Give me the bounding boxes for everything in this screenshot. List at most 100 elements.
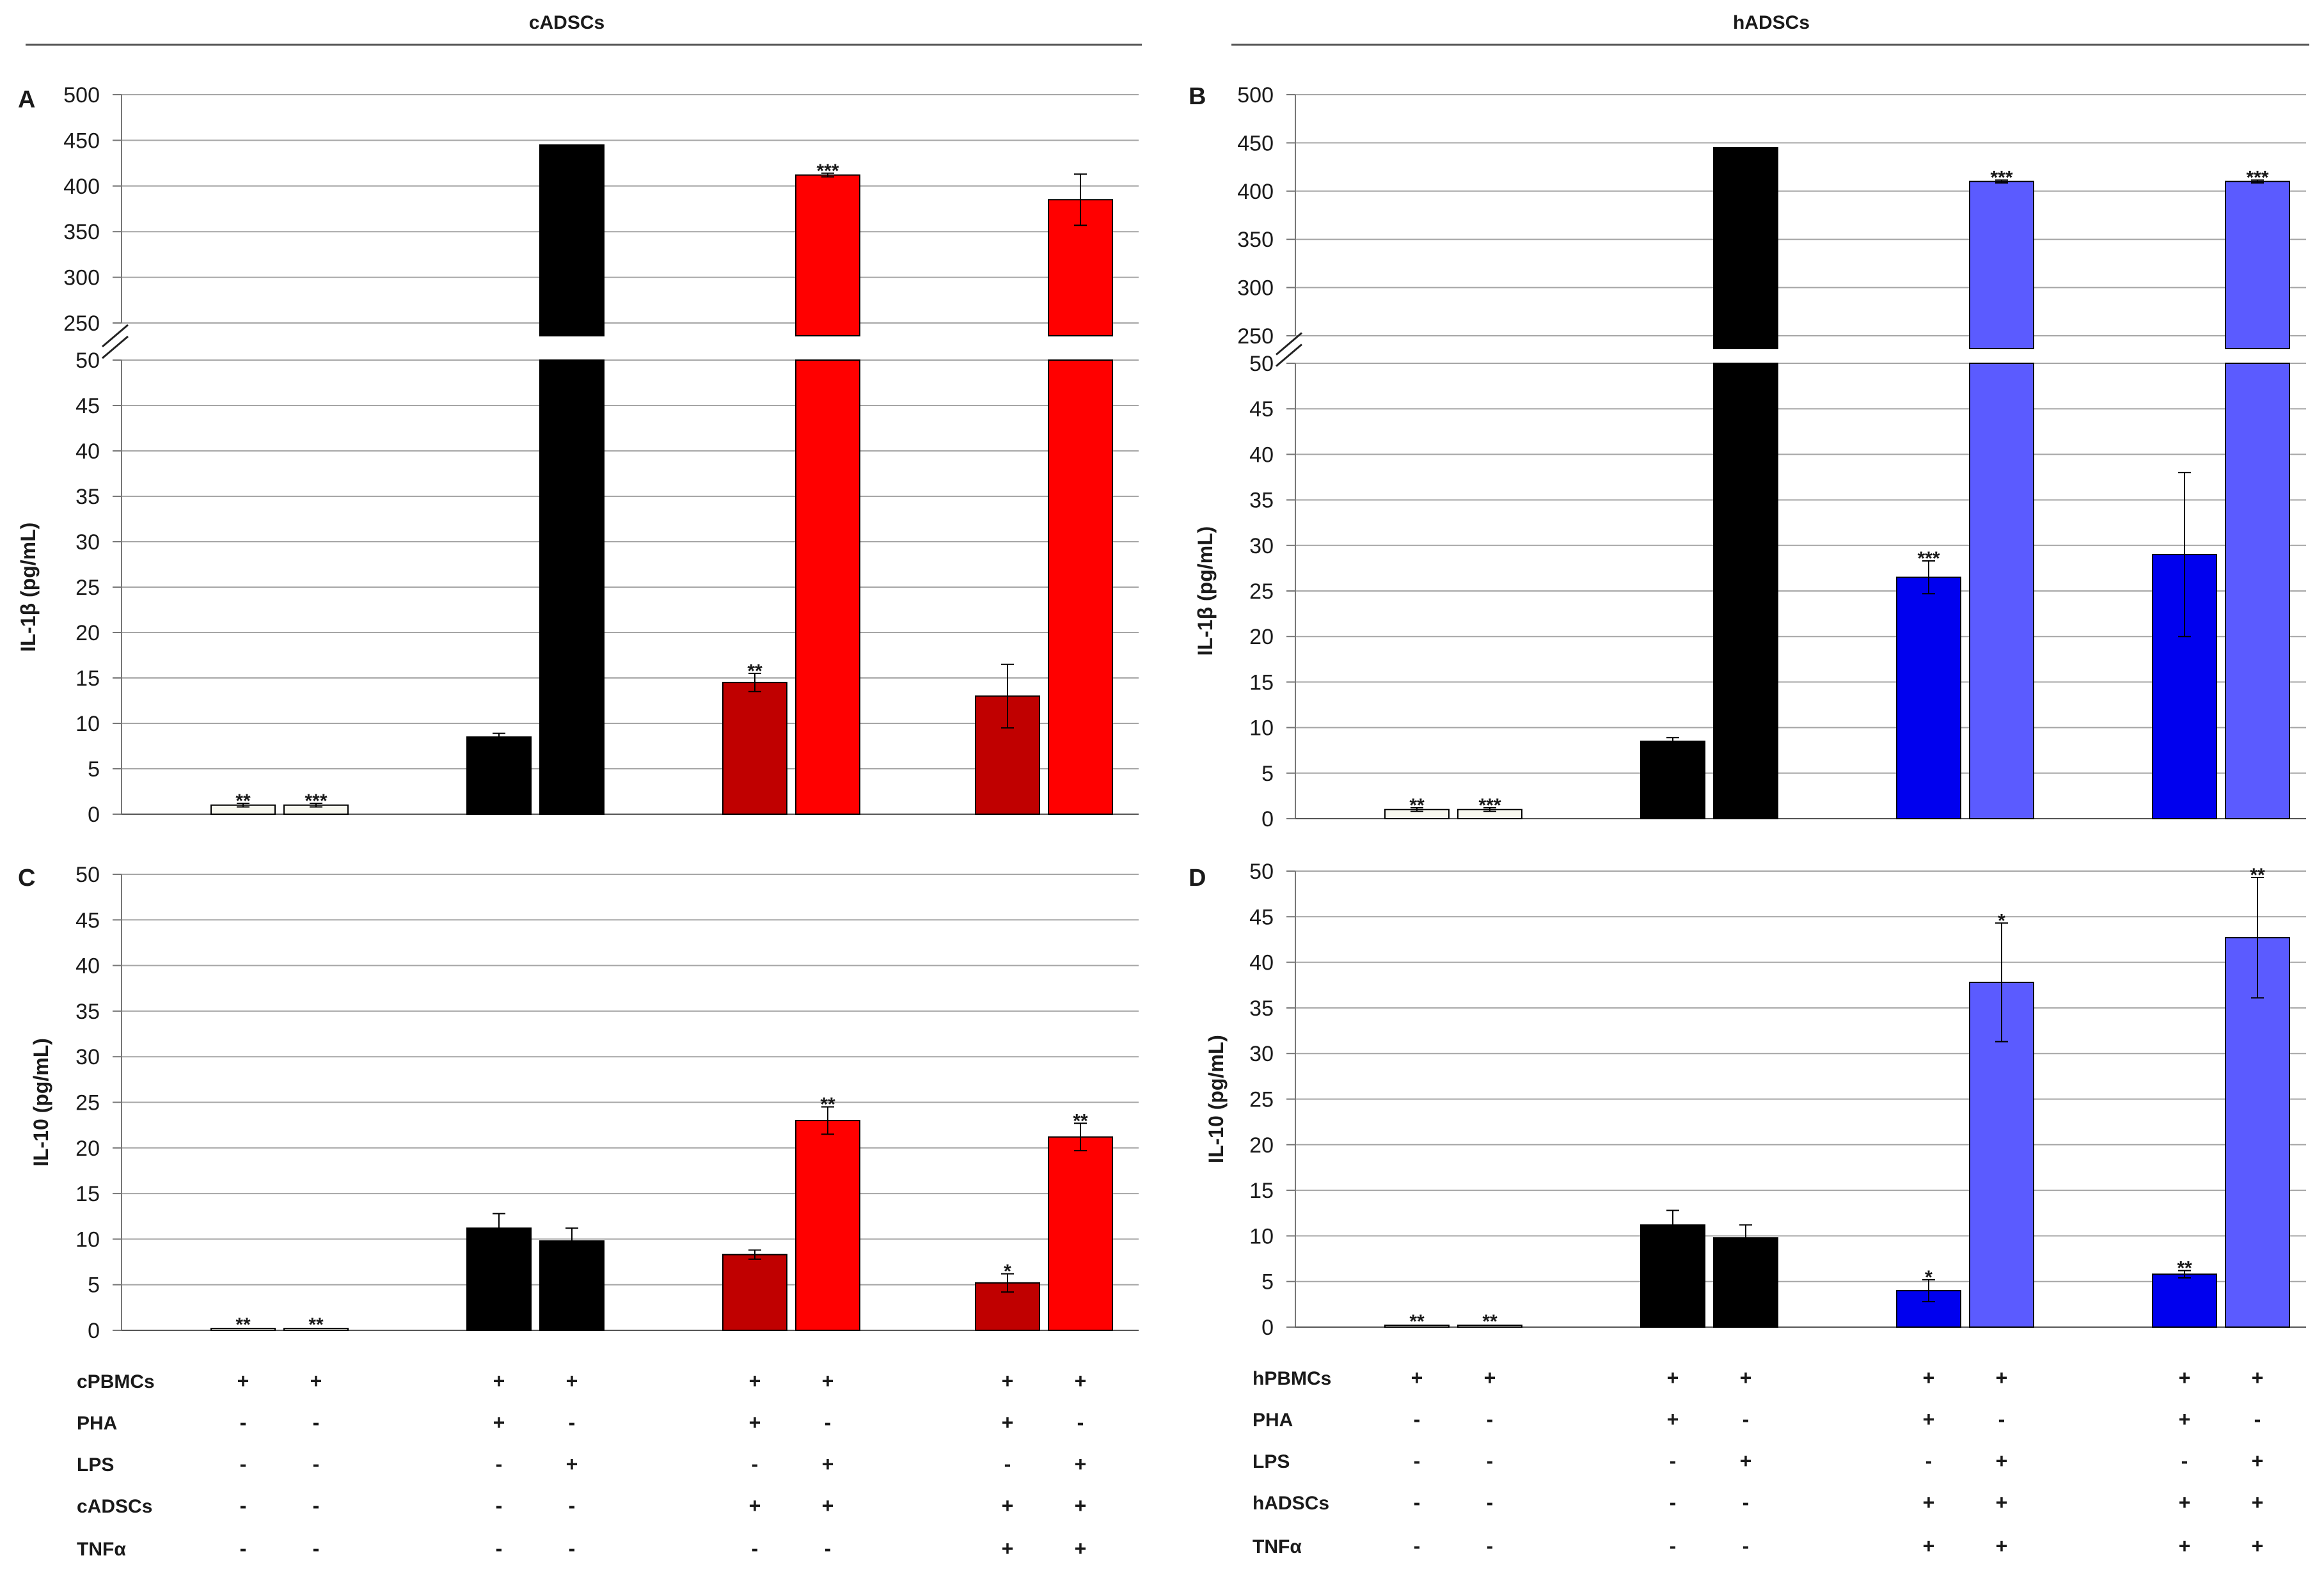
condition-cell: + — [1996, 1491, 2008, 1514]
y-axis-label: IL-1β (pg/mL) — [1194, 526, 1217, 656]
condition-cell: + — [1075, 1369, 1087, 1392]
condition-cell: - — [240, 1452, 247, 1476]
axis-break-mark — [102, 324, 129, 348]
condition-cell: + — [1484, 1366, 1496, 1389]
condition-cell: + — [1923, 1408, 1935, 1431]
condition-cell: + — [749, 1411, 761, 1434]
y-tick-label: 250 — [63, 311, 100, 336]
condition-cell: - — [1487, 1449, 1494, 1472]
y-tick-label: 400 — [1237, 180, 1274, 204]
y-tick-label: 15 — [1249, 1179, 1274, 1203]
y-tick-label: 20 — [1249, 625, 1274, 649]
condition-cell: + — [1923, 1366, 1935, 1389]
condition-cell: + — [1996, 1534, 2008, 1557]
condition-cell: + — [1002, 1494, 1014, 1517]
bar — [466, 736, 532, 815]
condition-cell: + — [749, 1494, 761, 1517]
condition-cell: + — [566, 1452, 578, 1476]
y-tick-label: 5 — [88, 1273, 100, 1298]
y-tick-label: 45 — [1249, 397, 1274, 421]
y-tick-label: 45 — [1249, 905, 1274, 929]
condition-cell: - — [1743, 1408, 1750, 1431]
y-tick-label: 25 — [75, 1091, 100, 1115]
y-tick-label: 35 — [1249, 489, 1274, 513]
condition-cell: + — [749, 1369, 761, 1392]
bar-group — [1640, 1209, 1705, 1328]
bar — [1048, 359, 1113, 815]
condition-cell: + — [566, 1369, 578, 1392]
bar — [283, 1328, 349, 1331]
condition-cell: + — [1996, 1366, 2008, 1389]
y-tick-label: 40 — [75, 954, 100, 979]
y-tick-label: 30 — [1249, 534, 1274, 558]
panel-letter: D — [1189, 865, 1206, 892]
bar-group: ** — [283, 1314, 349, 1335]
bar-group — [975, 663, 1040, 815]
significance-label: *** — [816, 161, 839, 182]
bar — [2225, 180, 2290, 349]
y-tick-label: 450 — [63, 129, 100, 153]
condition-cell: + — [2252, 1366, 2264, 1389]
bar — [1713, 146, 1778, 349]
bar — [1384, 1325, 1450, 1328]
y-axis-label: IL-1β (pg/mL) — [17, 523, 40, 652]
bar — [2225, 937, 2290, 1328]
y-tick-label: 15 — [75, 1182, 100, 1206]
significance-label: *** — [1990, 167, 2012, 188]
panel-b: B 250 300 350 400 450 500 0 5 10 15 20 25 30 35 40 45 50 I… — [1189, 83, 2306, 831]
column-headers: cADSCs hADSCs — [26, 12, 2309, 46]
y-tick-label: 45 — [75, 394, 100, 418]
y-tick-label: 250 — [1237, 324, 1274, 349]
significance-label: ** — [1073, 1110, 1088, 1131]
plots: A25030035040045050005101520253035404550I… — [17, 83, 2306, 1343]
bar — [795, 1120, 860, 1332]
condition-row-label: PHA — [77, 1413, 117, 1434]
condition-cell: - — [1487, 1491, 1494, 1514]
y-tick-label: 500 — [1237, 83, 1274, 107]
y-tick-label: 40 — [1249, 443, 1274, 467]
condition-cell: - — [1004, 1452, 1011, 1476]
significance-label: *** — [304, 791, 327, 812]
significance-label: ** — [2177, 1258, 2192, 1279]
condition-cell: - — [313, 1452, 320, 1476]
condition-cell: - — [1414, 1491, 1421, 1514]
condition-cell: + — [1411, 1366, 1423, 1389]
condition-row-label: cADSCs — [77, 1496, 152, 1517]
significance-label: ** — [1482, 1311, 1498, 1332]
condition-cell: - — [1414, 1534, 1421, 1557]
y-tick-label: 40 — [1249, 951, 1274, 975]
condition-cell: - — [496, 1537, 503, 1560]
y-tick-label: 0 — [88, 803, 100, 827]
condition-cell: - — [569, 1494, 576, 1517]
condition-cell: - — [1925, 1449, 1933, 1472]
y-tick-label: 10 — [75, 712, 100, 736]
bar-group: ** — [210, 791, 276, 815]
bar-group — [1713, 1224, 1778, 1328]
condition-cell: - — [2181, 1449, 2188, 1472]
condition-cell: - — [1487, 1408, 1494, 1431]
condition-row-label: LPS — [77, 1454, 114, 1476]
panel-a: A 250 300 350 400 450 500 0 5 10 15 20 25 30 35 40 45 50 I… — [17, 83, 1139, 827]
condition-cell: + — [1667, 1366, 1679, 1389]
bar-group — [539, 1227, 605, 1331]
condition-cell: - — [1743, 1491, 1750, 1514]
bar-group: *** — [1969, 167, 2034, 819]
bar — [1896, 576, 1961, 819]
condition-cell: - — [313, 1494, 320, 1517]
significance-label: * — [1004, 1261, 1011, 1282]
bar — [722, 682, 787, 815]
significance-label: ** — [820, 1094, 835, 1115]
bar-group — [539, 144, 605, 815]
condition-cell: - — [1998, 1408, 2005, 1431]
y-tick-label: 450 — [1237, 131, 1274, 155]
y-tick-label: 15 — [1249, 670, 1274, 695]
condition-table-left: cPBMCs + + + + + + + + PHA - - + - + - + - LPS - - - + - + - + cADS… — [77, 1369, 1086, 1560]
condition-row-label: cPBMCs — [77, 1371, 155, 1392]
y-tick-label: 0 — [88, 1319, 100, 1343]
bar-group: *** — [795, 161, 860, 815]
y-tick-label: 0 — [1261, 1316, 1274, 1340]
condition-cell: - — [2254, 1408, 2261, 1431]
significance-label: *** — [1917, 548, 1940, 569]
condition-cell: - — [240, 1411, 247, 1434]
condition-row-label: TNFα — [1253, 1536, 1302, 1557]
